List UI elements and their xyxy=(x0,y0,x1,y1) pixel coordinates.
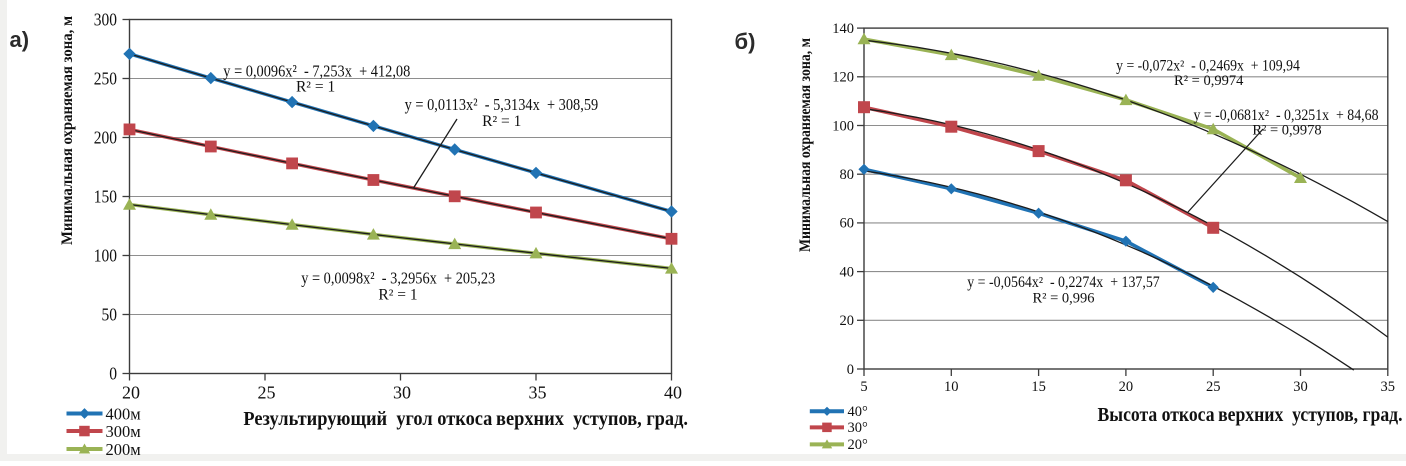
svg-text:60: 60 xyxy=(840,216,855,232)
svg-text:140: 140 xyxy=(832,21,854,37)
svg-text:30: 30 xyxy=(1293,379,1308,395)
svg-text:300: 300 xyxy=(94,10,117,30)
svg-text:Минимальная охраняемая зона, м: Минимальная охраняемая зона, м xyxy=(797,38,814,252)
svg-text:200: 200 xyxy=(94,128,117,148)
svg-text:0: 0 xyxy=(109,364,117,384)
svg-text:y = -0,0681x² - 0,3251x + 84: y = -0,0681x² - 0,3251x + 84,68 xyxy=(1194,107,1379,124)
svg-text:20°: 20° xyxy=(848,437,869,453)
svg-text:35: 35 xyxy=(1381,379,1396,395)
svg-text:5: 5 xyxy=(860,379,867,395)
svg-text:R² = 1: R² = 1 xyxy=(482,113,521,130)
svg-text:40°: 40° xyxy=(848,404,869,420)
svg-text:R² = 0,9974: R² = 0,9974 xyxy=(1174,73,1244,89)
svg-text:а): а) xyxy=(10,27,30,52)
svg-text:300м: 300м xyxy=(106,422,142,441)
svg-text:10: 10 xyxy=(944,379,959,395)
svg-text:0: 0 xyxy=(847,362,854,378)
svg-text:25: 25 xyxy=(1206,379,1221,395)
svg-text:150: 150 xyxy=(94,187,117,207)
svg-text:20: 20 xyxy=(1119,379,1134,395)
svg-text:100: 100 xyxy=(94,246,117,266)
svg-text:б): б) xyxy=(735,29,756,54)
svg-text:Результирующий угол откоса ве: Результирующий угол откоса верхних уступ… xyxy=(243,408,688,430)
svg-text:30°: 30° xyxy=(848,420,869,436)
svg-text:40: 40 xyxy=(664,383,682,403)
svg-text:15: 15 xyxy=(1031,379,1046,395)
svg-text:y = 0,0096x² - 7,253x + 412,: y = 0,0096x² - 7,253x + 412,08 xyxy=(223,62,410,81)
svg-text:120: 120 xyxy=(832,70,854,86)
svg-text:R² = 1: R² = 1 xyxy=(296,79,335,96)
svg-text:20: 20 xyxy=(122,383,140,403)
svg-text:Минимальная охраняемая зона, м: Минимальная охраняемая зона, м xyxy=(59,16,76,245)
svg-text:20: 20 xyxy=(840,313,855,329)
svg-text:Высота откоса верхних уступов: Высота откоса верхних уступов, град. xyxy=(1098,404,1403,426)
svg-text:50: 50 xyxy=(102,305,118,325)
svg-text:40: 40 xyxy=(840,264,855,280)
svg-text:100: 100 xyxy=(832,118,854,134)
svg-text:y = -0,072x² - 0,2469x + 109: y = -0,072x² - 0,2469x + 109,94 xyxy=(1116,58,1300,75)
svg-text:250: 250 xyxy=(94,69,117,89)
svg-text:R² = 0,9978: R² = 0,9978 xyxy=(1252,123,1321,139)
svg-text:y = 0,0098x² - 3,2956x + 205: y = 0,0098x² - 3,2956x + 205,23 xyxy=(301,269,495,288)
svg-text:y = -0,0564x² - 0,2274x + 13: y = -0,0564x² - 0,2274x + 137,57 xyxy=(967,274,1160,291)
svg-text:R² = 0,996: R² = 0,996 xyxy=(1032,291,1094,307)
svg-text:200м: 200м xyxy=(106,440,142,459)
svg-text:25: 25 xyxy=(258,383,276,403)
svg-text:35: 35 xyxy=(529,383,547,403)
svg-text:30: 30 xyxy=(393,383,411,403)
svg-text:R² = 1: R² = 1 xyxy=(378,286,417,303)
svg-text:y = 0,0113x² - 5,3134x + 308: y = 0,0113x² - 5,3134x + 308,59 xyxy=(405,95,599,114)
svg-text:400м: 400м xyxy=(106,404,142,423)
svg-text:80: 80 xyxy=(840,167,855,183)
